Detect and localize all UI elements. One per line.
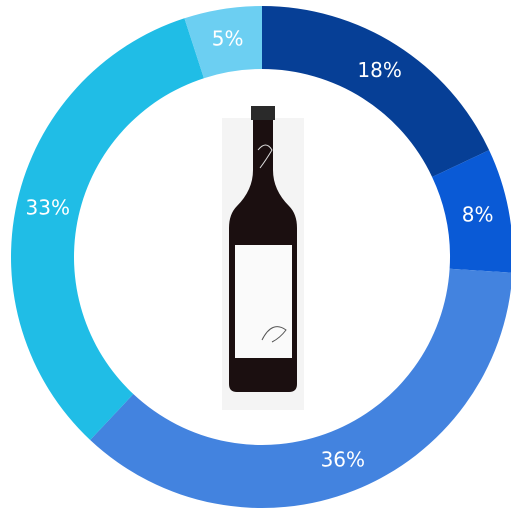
wine-bottle bbox=[222, 106, 304, 410]
donut-slice bbox=[432, 150, 511, 273]
donut-slice bbox=[262, 6, 490, 177]
bottle-cap bbox=[251, 106, 275, 120]
value-label: 5% bbox=[212, 27, 244, 51]
value-label: 33% bbox=[26, 196, 70, 220]
bottle-label bbox=[235, 245, 292, 358]
neck-ornament bbox=[257, 144, 273, 169]
value-label: 18% bbox=[357, 58, 401, 82]
donut-slice bbox=[184, 6, 262, 79]
label-ornament bbox=[261, 326, 287, 343]
donut-slice bbox=[90, 268, 511, 508]
value-label: 36% bbox=[321, 448, 365, 472]
value-label: 8% bbox=[462, 202, 494, 226]
donut-slice bbox=[10, 18, 204, 440]
